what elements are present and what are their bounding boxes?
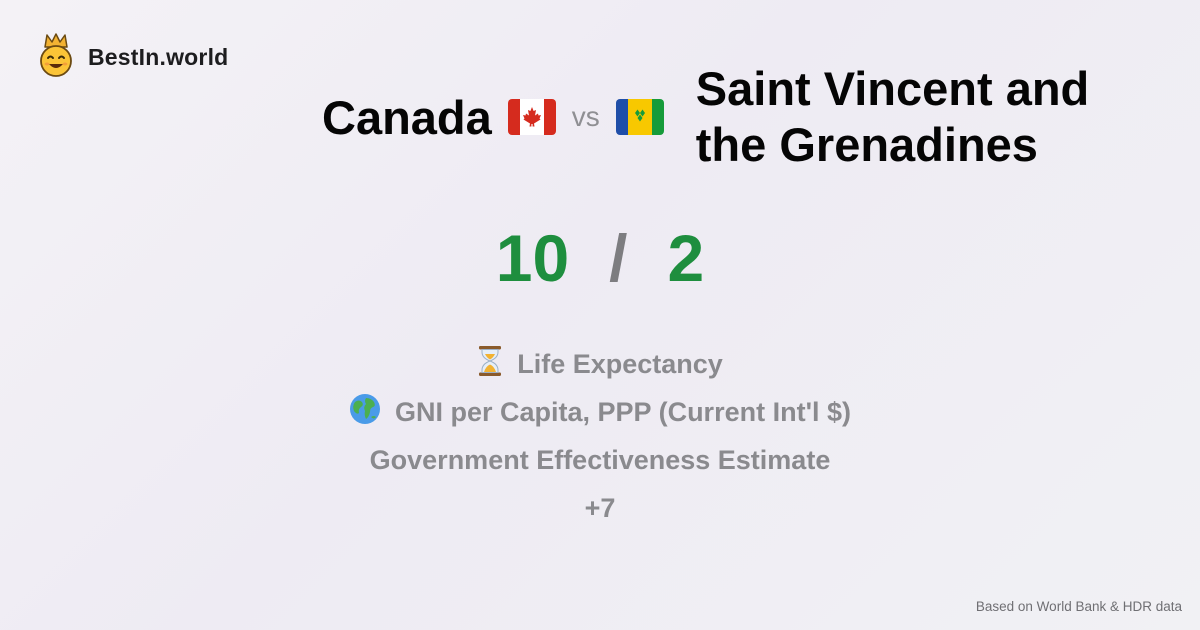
country-a-name: Canada bbox=[322, 90, 492, 144]
score-country-b: 2 bbox=[667, 221, 705, 295]
score-separator: / bbox=[609, 221, 628, 295]
metric-label: Government Effectiveness Estimate bbox=[369, 444, 831, 475]
comparison-title: Canada vs Saint Vincent and the Grenadin… bbox=[322, 62, 1162, 172]
country-b-name: Saint Vincent and the Grenadines bbox=[695, 62, 1090, 171]
metric-life-expectancy: Life Expectancy bbox=[477, 340, 723, 388]
hourglass-icon bbox=[477, 345, 503, 384]
metric-label: GNI per Capita, PPP (Current Int'l $) bbox=[395, 396, 851, 427]
score-country-a: 10 bbox=[495, 221, 570, 295]
globe-icon bbox=[349, 393, 381, 432]
canada-flag-icon bbox=[507, 99, 556, 135]
crowned-smiley-icon bbox=[38, 32, 74, 82]
brand[interactable]: BestIn.world bbox=[38, 32, 229, 82]
vs-label: vs bbox=[571, 101, 600, 132]
score: 10 / 2 bbox=[0, 225, 1200, 291]
brand-name: BestIn.world bbox=[88, 43, 229, 70]
metric-gni-per-capita: GNI per Capita, PPP (Current Int'l $) bbox=[349, 388, 851, 436]
saint-vincent-flag-icon bbox=[615, 99, 664, 135]
metric-government-effectiveness: Government Effectiveness Estimate bbox=[370, 436, 831, 484]
more-metrics-count: +7 bbox=[584, 492, 616, 523]
metrics-list: Life Expectancy GNI per Capita, PPP (Cur… bbox=[0, 340, 1200, 532]
metric-label: Life Expectancy bbox=[517, 348, 723, 379]
data-source-note: Based on World Bank & HDR data bbox=[975, 599, 1182, 614]
